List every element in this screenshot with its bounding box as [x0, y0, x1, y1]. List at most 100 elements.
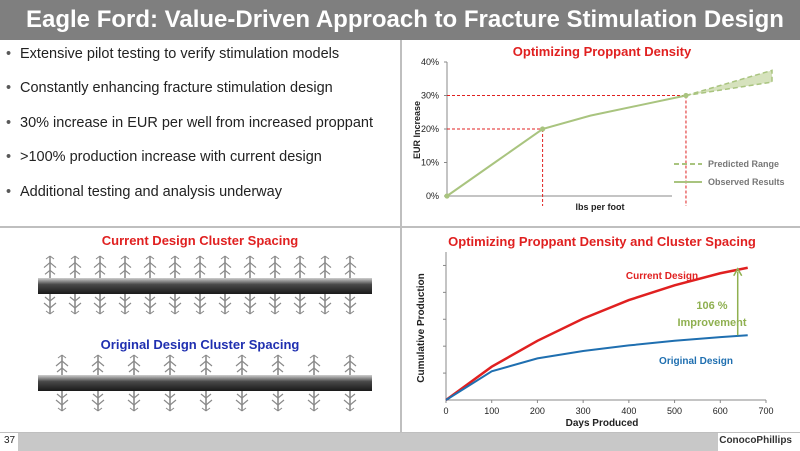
fracture-cluster [199, 391, 213, 412]
fracture-branch [268, 302, 282, 309]
fracture-tip [95, 310, 105, 315]
page-number: 37 [4, 435, 16, 446]
fracture-cluster [193, 294, 207, 315]
fracture-branch [343, 302, 357, 309]
fracture-branch [235, 360, 249, 367]
fracture-tip [195, 255, 205, 260]
original-design-series-label: Original Design [659, 356, 733, 367]
fracture-cluster [235, 354, 249, 375]
fracture-branch [163, 360, 177, 367]
fracture-cluster [168, 255, 182, 278]
fracture-branch [344, 296, 356, 302]
fracture-branch [193, 302, 207, 309]
bullet-list: • Extensive pilot testing to verify stimu… [6, 46, 396, 218]
fracture-cluster [343, 354, 357, 375]
fracture-branch [128, 393, 140, 399]
fracture-branch [344, 367, 356, 373]
fracture-branch [43, 262, 57, 269]
fracture-branch [144, 296, 156, 302]
fracture-branch [308, 393, 320, 399]
fracture-tip [120, 310, 130, 315]
fracture-cluster [91, 354, 105, 375]
cumulative-production-chart: Optimizing Proppant Density and Cluster … [416, 234, 774, 429]
title-bar: Eagle Ford: Value-Driven Approach to Fra… [0, 0, 800, 40]
fracture-cluster [163, 391, 177, 412]
fracture-branch [127, 399, 141, 406]
bullet-item: • Extensive pilot testing to verify stimu… [6, 46, 396, 80]
fracture-branch [319, 296, 331, 302]
fracture-branch [93, 302, 107, 309]
fracture-tip [295, 255, 305, 260]
fracture-branch [91, 360, 105, 367]
chart2-x-tick-label: 200 [530, 406, 545, 416]
chart2-x-tick-label: 0 [443, 406, 448, 416]
fracture-tip [237, 407, 247, 412]
fracture-tip [45, 310, 55, 315]
fracture-branch [169, 269, 181, 275]
bullet-text: 30% increase in EUR per well from increa… [20, 114, 374, 131]
fracture-cluster [143, 294, 157, 315]
fracture-branch [200, 367, 212, 373]
fracture-tip [129, 407, 139, 412]
fracture-branch [344, 393, 356, 399]
vertical-divider [400, 40, 402, 432]
fracture-branch [143, 302, 157, 309]
predicted-range-band [685, 69, 773, 97]
fracture-branch [94, 269, 106, 275]
slide-title: Eagle Ford: Value-Driven Approach to Fra… [26, 6, 784, 33]
chart2-x-tick-label: 400 [621, 406, 636, 416]
chart2-x-tick-label: 500 [667, 406, 682, 416]
fracture-cluster [68, 255, 82, 278]
fracture-tip [345, 255, 355, 260]
fracture-cluster [243, 255, 257, 278]
bullet-text: Additional testing and analysis underway [20, 183, 282, 200]
bullet-dot: • [6, 46, 12, 62]
fracture-tip [93, 354, 103, 359]
fracture-branch [56, 393, 68, 399]
observed-point [444, 193, 450, 199]
fracture-tip [57, 354, 67, 359]
chart1-y-tick-label: 40% [421, 57, 439, 67]
fracture-branch [92, 393, 104, 399]
observed-point [539, 126, 546, 132]
fracture-tip [165, 354, 175, 359]
fracture-cluster [199, 354, 213, 375]
fracture-cluster [293, 255, 307, 278]
chart2-title: Optimizing Proppant Density and Cluster … [448, 234, 756, 249]
fracture-tip [145, 255, 155, 260]
fracture-branch [272, 393, 284, 399]
fracture-branch [319, 269, 331, 275]
fracture-cluster [271, 391, 285, 412]
fracture-tip [57, 407, 67, 412]
fracture-cluster [343, 294, 357, 315]
fracture-tip [70, 255, 80, 260]
fracture-tip [320, 310, 330, 315]
fracture-tip [345, 407, 355, 412]
fracture-branch [244, 296, 256, 302]
fracture-tip [195, 310, 205, 315]
footer-band [18, 433, 718, 451]
fracture-branch [344, 269, 356, 275]
fracture-cluster [343, 391, 357, 412]
fracture-cluster [43, 294, 57, 315]
fracture-branch [269, 296, 281, 302]
fracture-tip [309, 354, 319, 359]
fracture-cluster [307, 354, 321, 375]
fracture-branch [200, 393, 212, 399]
fracture-branch [308, 367, 320, 373]
fracture-cluster [343, 255, 357, 278]
fracture-cluster [235, 391, 249, 412]
chart2-x-tick-label: 300 [576, 406, 591, 416]
fracture-tip [70, 310, 80, 315]
observed-results-line [446, 94, 687, 197]
fracture-branch [44, 269, 56, 275]
bullet-item: • >100% production increase with current … [6, 149, 396, 183]
bullet-item: • Additional testing and analysis underwa… [6, 184, 396, 218]
bullet-dot: • [6, 80, 12, 97]
fracture-cluster [55, 354, 69, 375]
fracture-branch [119, 269, 131, 275]
fracture-tip [295, 310, 305, 315]
improvement-arrowhead [733, 267, 743, 277]
fracture-cluster [307, 391, 321, 412]
fracture-cluster [127, 391, 141, 412]
